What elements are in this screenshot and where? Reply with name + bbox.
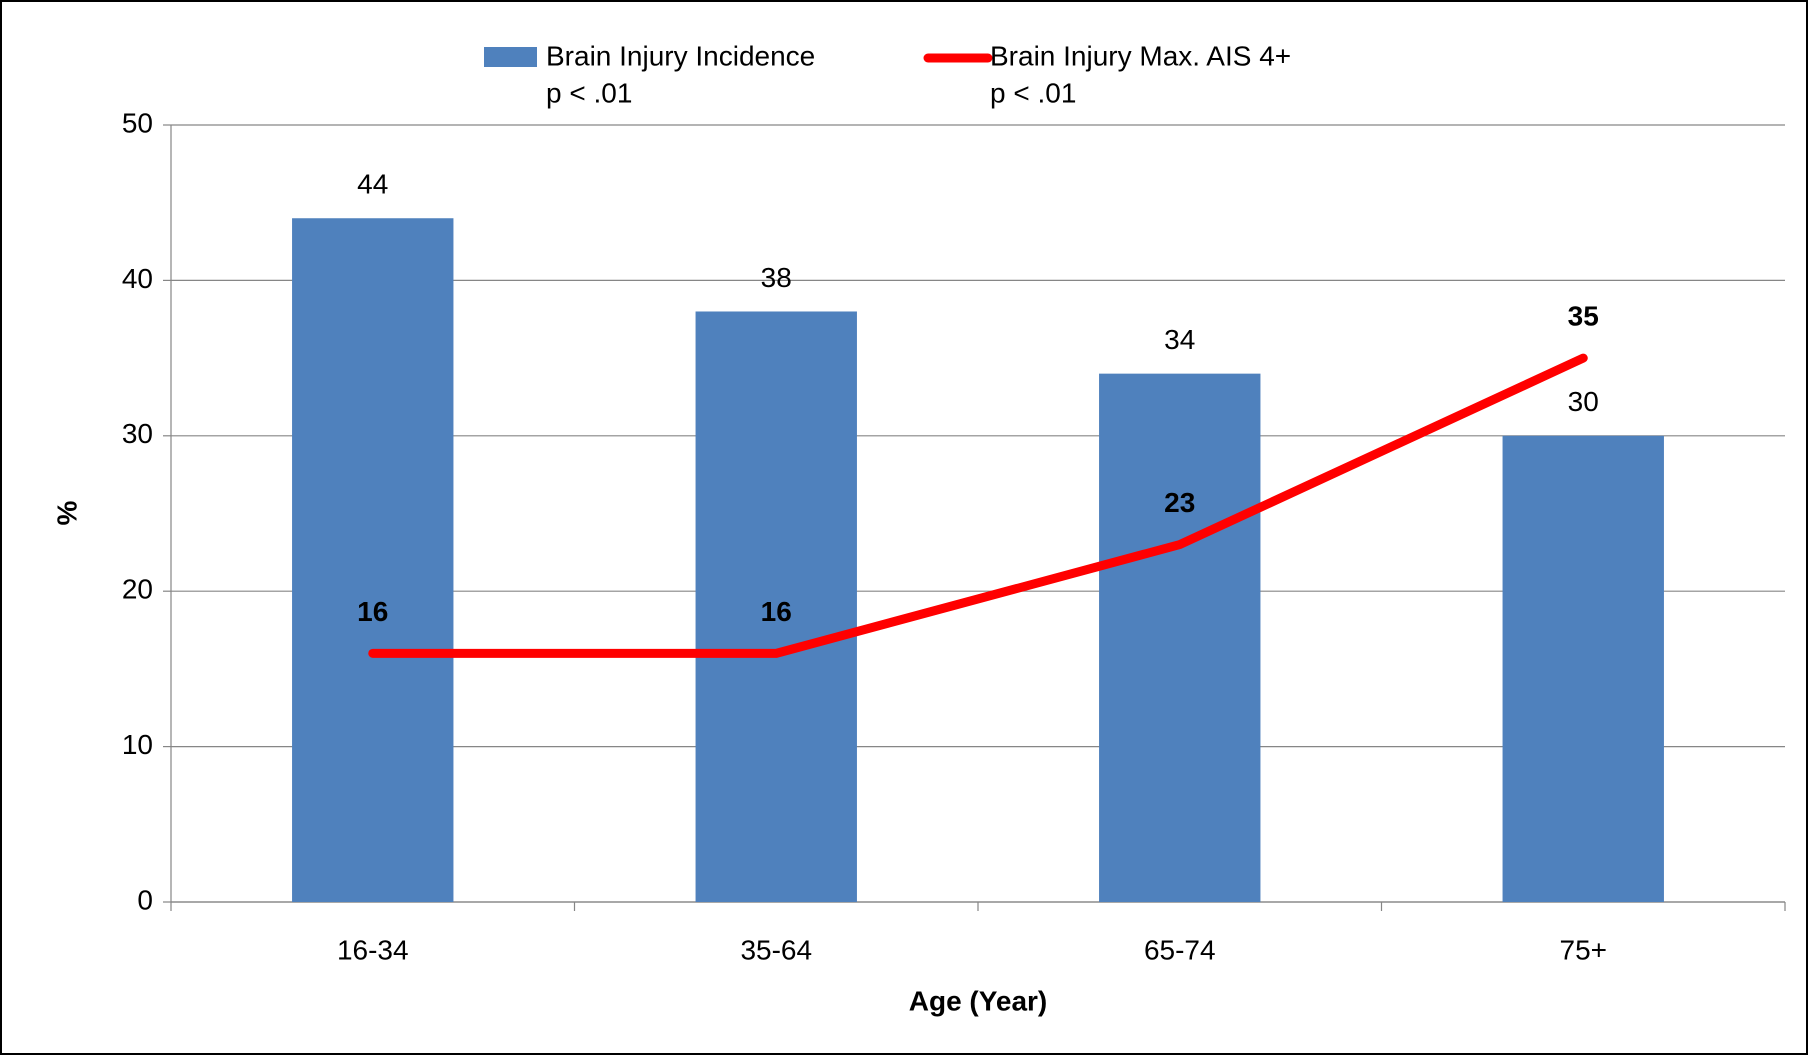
legend-label: Brain Injury Max. AIS 4+	[990, 40, 1291, 71]
line-value-label: 16	[761, 596, 792, 627]
bar-value-label: 34	[1164, 324, 1195, 355]
y-tick-label: 0	[137, 884, 153, 915]
y-axis-title: %	[51, 500, 82, 525]
y-tick-label: 50	[122, 107, 153, 138]
line-value-label: 35	[1568, 300, 1599, 331]
bar	[292, 218, 454, 903]
x-tick-label: 65-74	[1144, 934, 1216, 965]
y-tick-label: 20	[122, 574, 153, 605]
y-tick-label: 10	[122, 729, 153, 760]
bar	[695, 311, 857, 903]
line	[368, 353, 1588, 658]
x-tick-label: 75+	[1560, 934, 1608, 965]
bar	[1502, 435, 1664, 902]
bar-value-label: 38	[761, 262, 792, 293]
bar-value-label: 44	[357, 169, 388, 200]
line-value-label: 23	[1164, 487, 1195, 518]
y-tick-label: 40	[122, 263, 153, 294]
bar	[1099, 373, 1261, 902]
y-tick-label: 30	[122, 418, 153, 449]
x-axis-title: Age (Year)	[909, 985, 1048, 1016]
bar-value-label: 30	[1568, 386, 1599, 417]
line-value-label: 16	[357, 596, 388, 627]
x-tick-label: 35-64	[740, 934, 812, 965]
legend-note: p < .01	[546, 77, 632, 108]
legend-label: Brain Injury Incidence	[546, 40, 815, 71]
legend-note: p < .01	[990, 77, 1076, 108]
x-tick-label: 16-34	[337, 934, 409, 965]
legend-swatch	[484, 47, 537, 67]
